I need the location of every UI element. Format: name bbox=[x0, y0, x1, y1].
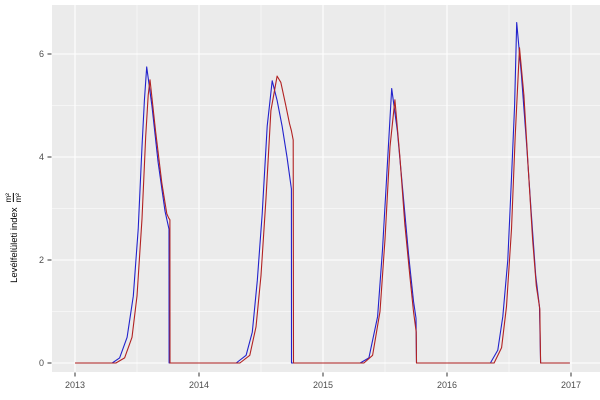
y-axis-tick-label: 4 bbox=[39, 152, 44, 162]
x-axis-tick-label: 2014 bbox=[189, 380, 209, 390]
y-axis-title-unit-fraction: m² m² bbox=[3, 193, 24, 203]
x-axis-tick-label: 2013 bbox=[65, 380, 85, 390]
series-red-line bbox=[75, 47, 570, 364]
unit-denominator: m² bbox=[13, 193, 24, 203]
y-axis-tick-label: 6 bbox=[39, 49, 44, 59]
x-axis-tick-label: 2016 bbox=[437, 380, 457, 390]
x-axis-tick-label: 2015 bbox=[313, 380, 333, 390]
x-axis-tick-label: 2017 bbox=[561, 380, 581, 390]
y-axis-tick-label: 0 bbox=[39, 358, 44, 368]
y-axis-title: Levélfelületi index m² m² bbox=[3, 193, 24, 283]
y-axis-title-text: Levélfelületi index bbox=[8, 207, 20, 283]
y-axis-tick-label: 2 bbox=[39, 255, 44, 265]
unit-numerator: m² bbox=[3, 193, 13, 203]
